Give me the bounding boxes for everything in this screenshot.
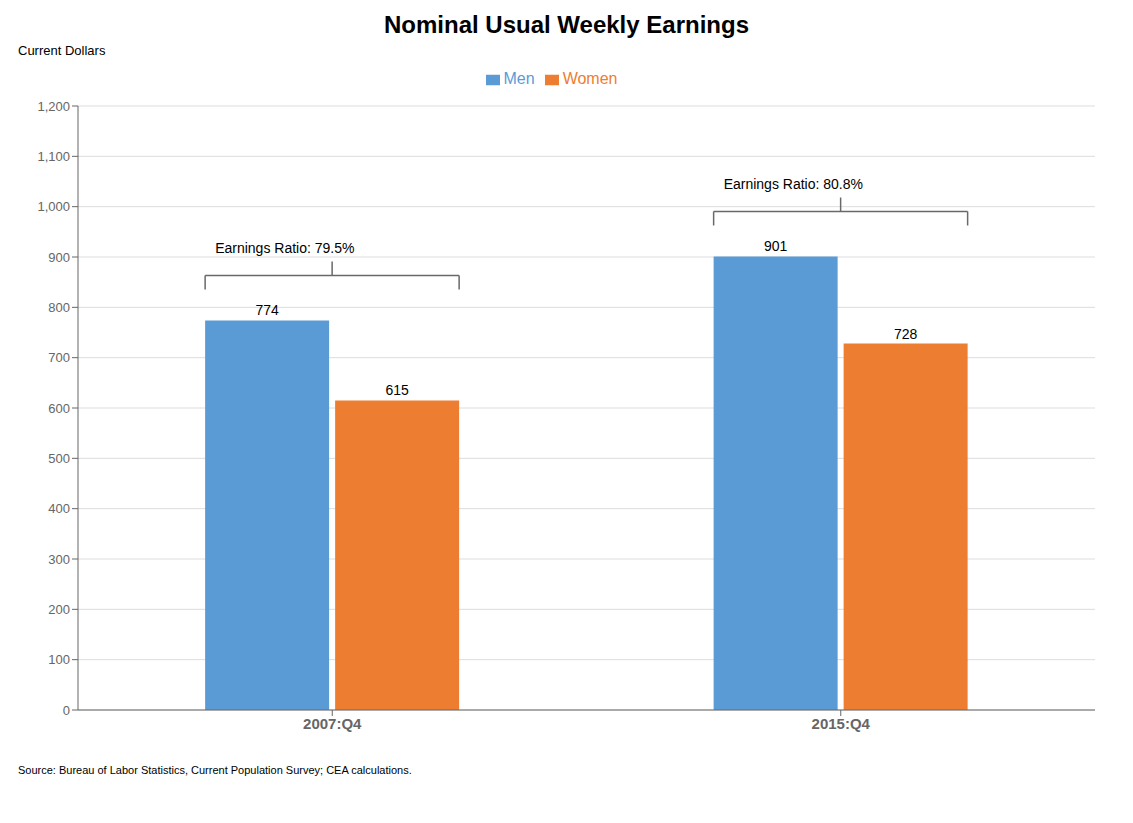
svg-text:700: 700: [48, 350, 70, 365]
html-text:Current Dollars: Current Dollars: [18, 43, 106, 58]
svg-text:300: 300: [48, 552, 70, 567]
svg-text:200: 200: [48, 602, 70, 617]
svg-text:728: 728: [894, 326, 918, 342]
html-text:Source: Bureau of Labor Statis: Source: Bureau of Labor Statistics, Curr…: [18, 764, 412, 776]
html-text:Women: Women: [562, 70, 618, 87]
svg-text:2007:Q4: 2007:Q4: [303, 715, 362, 732]
svg-text:901: 901: [764, 238, 788, 254]
svg-text:100: 100: [48, 652, 70, 667]
svg-text:600: 600: [48, 401, 70, 416]
svg-text:1,200: 1,200: [37, 99, 70, 114]
svg-text:Earnings Ratio: 79.5%: Earnings Ratio: 79.5%: [215, 240, 354, 256]
svg-text:0: 0: [63, 703, 70, 718]
svg-text:1,100: 1,100: [37, 149, 70, 164]
svg-text:774: 774: [255, 302, 279, 318]
svg-text:2015:Q4: 2015:Q4: [812, 715, 871, 732]
svg-text:400: 400: [48, 501, 70, 516]
svg-text:800: 800: [48, 300, 70, 315]
svg-text:Earnings Ratio: 80.8%: Earnings Ratio: 80.8%: [724, 176, 863, 192]
svg-text:500: 500: [48, 451, 70, 466]
svg-text:900: 900: [48, 250, 70, 265]
svg-text:1,000: 1,000: [37, 199, 70, 214]
html-text:Nominal Usual Weekly Earnings: Nominal Usual Weekly Earnings: [384, 11, 749, 38]
html-text:Men: Men: [503, 70, 535, 87]
svg-text:615: 615: [385, 382, 409, 398]
